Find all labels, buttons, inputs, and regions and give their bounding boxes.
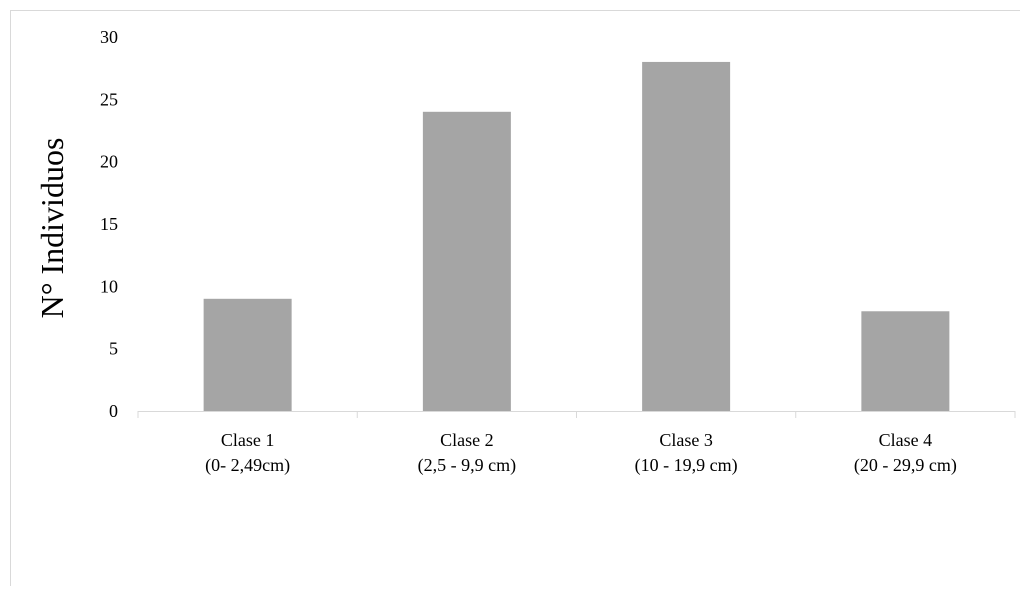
y-tick-label: 25: [100, 89, 118, 109]
y-tick-label: 10: [100, 276, 118, 296]
x-tick-label: (0- 2,49cm): [205, 455, 290, 476]
x-tick-label: Clase 3: [659, 430, 713, 450]
chart-frame: [10, 10, 1020, 586]
y-tick-label: 30: [100, 27, 118, 47]
bar: [203, 298, 292, 411]
x-tick-label: Clase 1: [221, 430, 275, 450]
bar: [861, 311, 950, 411]
y-tick-label: 20: [100, 152, 118, 172]
x-tick-label: Clase 2: [440, 430, 494, 450]
y-tick-label: 5: [109, 339, 118, 359]
y-axis-title: N° Individuos: [34, 138, 70, 319]
x-tick-label: (2,5 - 9,9 cm): [418, 455, 516, 476]
x-tick-label: (10 - 19,9 cm): [635, 455, 738, 476]
bar: [642, 61, 731, 411]
y-tick-label: 0: [109, 401, 118, 421]
y-tick-label: 15: [100, 214, 118, 234]
x-tick-label: (20 - 29,9 cm): [854, 455, 957, 476]
x-tick-label: Clase 4: [879, 430, 933, 450]
bar: [422, 111, 511, 412]
